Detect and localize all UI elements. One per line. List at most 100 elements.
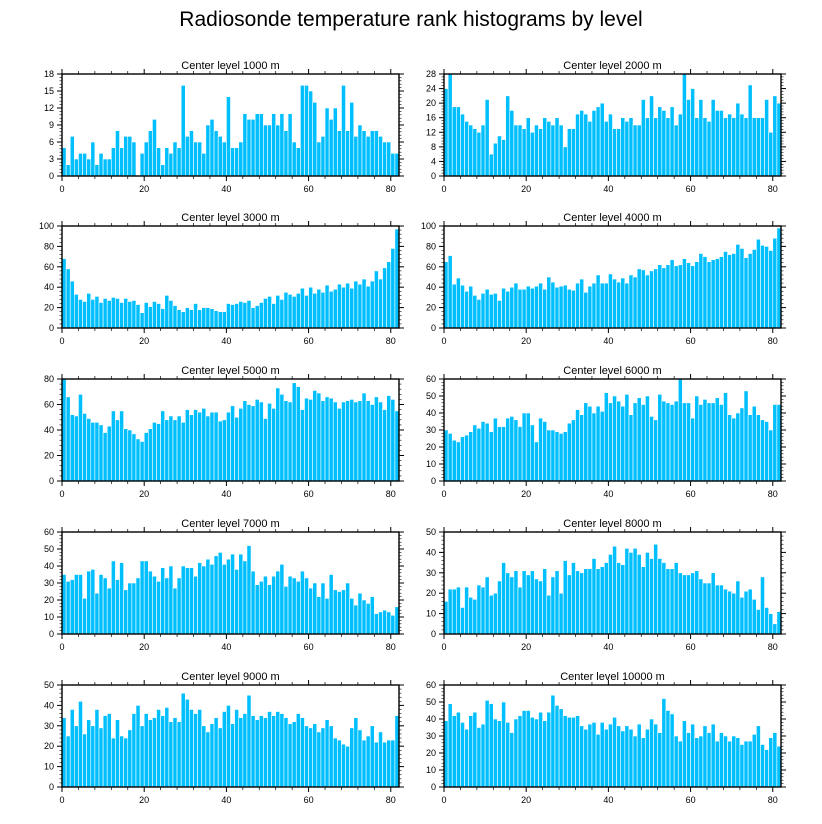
y-tick-label: 0 [431,782,436,792]
bar [287,723,293,788]
bar [451,715,457,788]
bar [131,141,137,177]
x-tick-label: 40 [603,336,613,346]
x-tick-label: 40 [603,795,613,805]
bar [571,716,576,788]
bar [513,124,519,177]
bar [603,392,609,482]
bar [176,721,182,788]
bar [295,147,301,177]
bar [743,390,749,482]
bar [197,309,203,329]
bar [472,599,478,635]
bar [464,121,469,177]
bar [258,113,264,177]
bar [246,119,252,177]
bar [291,577,297,635]
y-tick-label: 0 [431,476,436,486]
bar [213,411,219,482]
bar [772,623,778,635]
bar [230,723,235,788]
bar [517,288,523,329]
bar [640,566,646,635]
x-tick-label: 80 [768,336,778,346]
bar [337,739,342,788]
bar [657,106,663,177]
bar [357,124,363,177]
x-tick-label: 60 [304,795,314,805]
bar [751,733,757,788]
bar [571,562,576,635]
bar [579,110,585,177]
bar [221,311,227,329]
bar [620,730,626,788]
y-tick-label: 40 [44,700,54,710]
bar [509,110,515,177]
bar [201,725,207,788]
bar [710,99,716,177]
bar [275,711,281,788]
y-tick-label: 40 [426,714,436,724]
y-tick-label: 50 [426,697,436,707]
bar [554,117,560,177]
x-tick-label: 20 [139,489,149,499]
bar [205,415,211,482]
bar [702,582,708,635]
panel-title: Center level 3000 m [181,212,279,224]
bar [661,110,667,177]
bar [127,136,133,177]
y-tick-label: 20 [44,741,54,751]
bar [69,414,75,482]
bar [476,299,482,329]
bar [197,141,203,177]
bar [345,582,350,635]
bar [263,124,268,177]
bar [164,577,170,635]
bar [546,121,552,177]
bar [735,412,741,482]
bar [624,548,630,635]
bar [90,725,96,788]
bar [291,141,297,177]
bar [226,705,231,788]
bar [160,308,166,329]
bar [538,580,543,635]
bar [534,578,539,635]
bar [139,560,145,635]
bar [595,568,601,635]
bar [484,99,490,177]
bar [558,285,564,329]
bar [735,737,741,788]
bar [472,711,478,788]
y-tick-label: 0 [49,476,54,486]
bar [706,582,712,635]
x-tick-label: 80 [386,642,396,652]
bar [657,393,663,482]
panel-title: Center level 10000 m [560,671,665,683]
x-tick-label: 80 [386,336,396,346]
bar [464,290,469,329]
bar [534,285,539,329]
bar [517,426,523,482]
x-tick-label: 20 [139,795,149,805]
x-tick-label: 0 [59,184,64,194]
bar [279,393,285,482]
bar [386,261,392,329]
bar [74,725,79,788]
bar [603,728,609,788]
bar [525,285,531,329]
y-tick-label: 100 [39,221,54,231]
bar [283,130,289,177]
bar [316,141,322,177]
bar [279,299,285,329]
bar [645,552,650,635]
bar [521,128,527,177]
bar [332,737,338,788]
bar [152,301,157,329]
bar [505,95,511,177]
y-tick-label: 80 [44,374,54,384]
bar [160,567,166,635]
bar [115,579,120,635]
bar [300,570,305,635]
